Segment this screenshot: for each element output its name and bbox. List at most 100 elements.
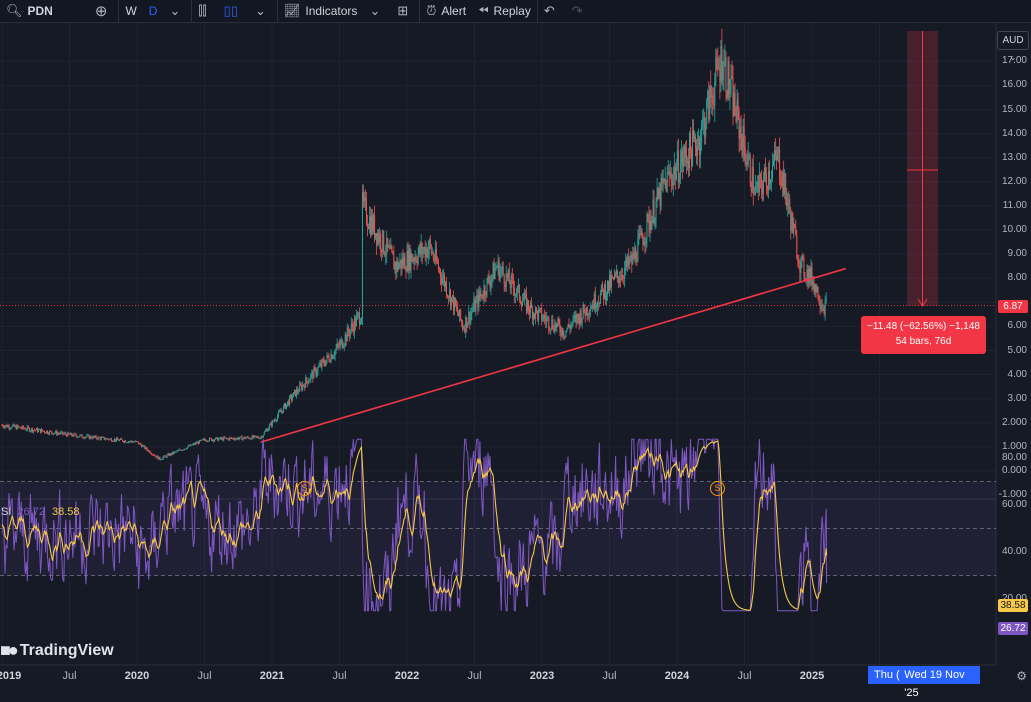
candle-body	[399, 259, 401, 265]
candle-body	[47, 431, 49, 434]
candle-body	[266, 429, 268, 432]
price-axis-label: 4.00	[1007, 368, 1027, 380]
candle-body	[702, 119, 704, 124]
candle-body	[441, 278, 443, 284]
interval-d-button[interactable]: D	[143, 0, 164, 22]
candle-body	[700, 142, 702, 155]
chart-type-dropdown[interactable]: ⌄	[249, 0, 277, 22]
candle-body	[196, 442, 198, 444]
dividend-marker[interactable]: S	[710, 481, 725, 496]
rsi-axis-label: 20.00	[1002, 593, 1027, 604]
candle-body	[261, 436, 263, 438]
candle-body	[383, 230, 385, 253]
candle-body	[623, 277, 625, 279]
candle-body	[783, 172, 785, 195]
rsi-ma-badge: 38.58	[998, 599, 1028, 612]
candle-body	[328, 356, 330, 361]
candle-body	[693, 130, 695, 139]
candle-body	[326, 354, 328, 361]
candle-body	[722, 78, 724, 81]
candle-body	[187, 445, 189, 448]
price-axis-label: 11.00	[1002, 199, 1027, 211]
candle-body	[615, 273, 617, 275]
settings-gear-icon[interactable]: ⚙	[1016, 669, 1027, 683]
candle-body	[580, 311, 582, 324]
candle-body	[13, 424, 15, 427]
candle-body	[575, 315, 577, 323]
candle-body	[84, 437, 86, 439]
candle-body	[53, 433, 55, 435]
symbol-search[interactable]: 🔍︎ PDN	[0, 0, 59, 22]
candle-body	[502, 266, 504, 275]
measure-zone	[907, 31, 938, 307]
candle-body	[305, 377, 307, 388]
candle-body	[706, 101, 708, 124]
layouts-button[interactable]: ⊞	[391, 0, 419, 22]
tradingview-logo[interactable]: ■● TradingView	[0, 640, 114, 661]
candle-body	[295, 389, 297, 397]
candle-body	[363, 197, 365, 202]
candle-body	[699, 137, 701, 155]
redo-button[interactable]: ↷	[566, 0, 594, 22]
interval-w-button[interactable]: W	[118, 0, 142, 22]
rsi-legend[interactable]: RSI 26.72 38.58	[0, 506, 80, 518]
candle-body	[206, 440, 208, 442]
candle-body	[517, 284, 519, 287]
candle-body	[160, 459, 162, 461]
candle-body	[435, 249, 437, 261]
candle-body	[721, 46, 723, 81]
candle-body	[421, 243, 423, 255]
candle-body	[662, 178, 664, 184]
candle-body	[616, 270, 618, 275]
undo-button[interactable]: ↶	[536, 0, 566, 22]
candle-body	[596, 302, 598, 309]
rsi-value-badge: 26.72	[998, 622, 1028, 635]
candle-body	[230, 437, 232, 439]
candle-body	[154, 455, 156, 457]
alert-button[interactable]: ⏰︎ Alert	[419, 0, 472, 22]
candle-style-button[interactable]: ▯▯	[218, 0, 249, 22]
candle-body	[95, 435, 97, 439]
rsi-value: 26.72	[17, 506, 45, 518]
candle-body	[194, 442, 196, 445]
candle-body	[145, 447, 147, 449]
indicators-dropdown[interactable]: ⌄	[363, 0, 391, 22]
candle-body	[822, 308, 824, 310]
candle-body	[246, 436, 248, 438]
candle-body	[267, 428, 269, 432]
candle-body	[500, 269, 502, 271]
candle-body	[229, 437, 231, 440]
candle-body	[755, 186, 757, 188]
interval-dropdown[interactable]: ⌄	[163, 0, 191, 22]
candle-body	[381, 249, 383, 252]
candle-body	[663, 178, 665, 182]
candle-body	[296, 389, 298, 397]
candle-body	[451, 297, 453, 306]
bar-style-button[interactable]: ⫿⫿	[191, 0, 217, 22]
candle-body	[264, 430, 266, 433]
candle-body	[221, 437, 223, 439]
candle-body	[436, 260, 438, 264]
candle-body	[371, 215, 373, 235]
replay-button[interactable]: ⏪︎ Replay	[472, 0, 537, 22]
candle-body	[607, 280, 609, 291]
candle-body	[823, 308, 825, 315]
candle-body	[327, 354, 329, 357]
indicators-button[interactable]: 📈︎ Indicators	[276, 0, 364, 22]
currency-selector[interactable]: AUD ⌄	[997, 31, 1029, 62]
candle-body	[306, 377, 308, 382]
candle-body	[351, 323, 353, 327]
candle-body	[650, 220, 652, 230]
candle-body	[590, 308, 592, 310]
time-axis-label: Jul	[62, 670, 77, 682]
candle-body	[705, 123, 707, 137]
add-symbol-button[interactable]: ⊕	[89, 0, 119, 22]
candle-body	[737, 99, 739, 111]
price-chart[interactable]	[0, 0, 1031, 686]
candle-body	[588, 314, 590, 316]
candle-body	[729, 90, 731, 94]
dividend-marker[interactable]: S	[297, 481, 312, 496]
candle-body	[132, 441, 134, 443]
candle-body	[434, 249, 436, 261]
candle-body	[734, 92, 736, 115]
